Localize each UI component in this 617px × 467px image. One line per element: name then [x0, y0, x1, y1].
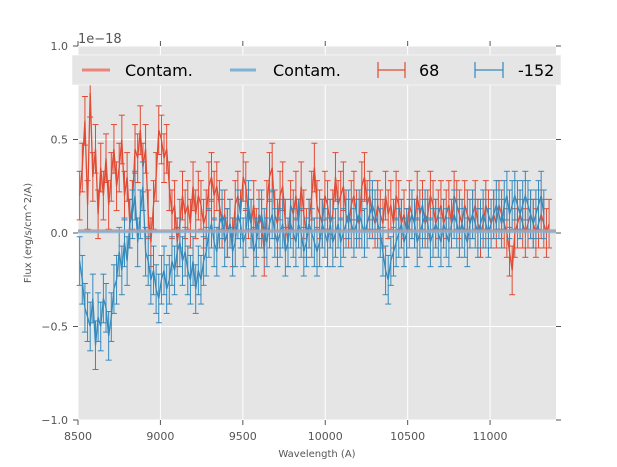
y-tick-label: −1.0 [41, 414, 68, 427]
y-axis-label: Flux (erg/s/cm^2/A) [23, 183, 34, 283]
legend-errorbar-blue-swatch [474, 62, 504, 78]
legend-label-68: 68 [419, 61, 439, 80]
x-tick-label: 9500 [229, 430, 257, 443]
offset-label: 1e−18 [78, 32, 122, 47]
y-tick-label: 0.0 [51, 227, 69, 240]
x-tick-label: 10000 [308, 430, 343, 443]
x-tick-label: 10500 [390, 430, 425, 443]
y-tick-label: 1.0 [51, 40, 69, 53]
y-ticks: −1.0 −0.5 0.0 0.5 1.0 [41, 40, 561, 427]
x-tick-label: 11000 [473, 430, 508, 443]
contam-lines [78, 229, 556, 234]
legend-label-minus152: -152 [518, 61, 554, 80]
x-ticks: 8500 9000 9500 10000 10500 11000 [64, 41, 508, 443]
x-axis-label: Wavelength (A) [278, 449, 355, 460]
legend-label-contam-blue: Contam. [273, 61, 341, 80]
series-blue [76, 161, 547, 371]
y-tick-label: 0.5 [51, 134, 69, 147]
legend-label-contam-red: Contam. [125, 61, 193, 80]
legend: Contam. Contam. 68 -152 [71, 54, 562, 86]
y-tick-label: −0.5 [41, 321, 68, 334]
x-tick-label: 9000 [146, 430, 174, 443]
legend-errorbar-red-swatch [377, 62, 406, 78]
x-tick-label: 8500 [64, 430, 92, 443]
